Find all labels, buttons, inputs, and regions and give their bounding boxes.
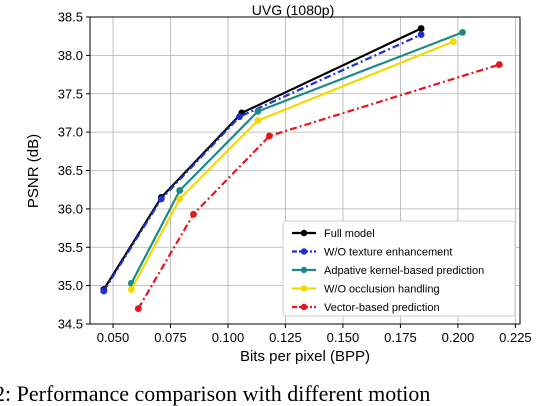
x-tick-label: 0.150 [327,330,360,345]
legend: Full model W/O texture enhancement Adpativ… [282,220,516,317]
figure-caption: 2: Performance comparison with different… [0,381,431,406]
y-tick-label: 35.5 [58,240,83,255]
data-point [157,195,165,203]
legend-swatch-marker [300,229,308,237]
data-point [176,195,184,203]
legend-swatch-marker [300,285,308,292]
data-point [100,287,108,295]
series-2 [127,28,466,287]
x-tick-label: 0.175 [384,330,417,345]
y-tick-label: 37.5 [58,86,83,101]
chart-title: UVG (1080p) [252,2,334,18]
data-point [176,187,184,194]
series-line [102,33,422,292]
data-point [236,113,243,121]
x-tick-label: 0.200 [442,330,475,345]
data-point [417,25,425,32]
x-tick-label: 0.100 [212,330,245,345]
x-axis-title: Bits per pixel (BPP) [240,348,370,365]
series-line [130,31,463,284]
y-tick-label: 36.5 [58,163,83,178]
data-point [449,38,457,45]
y-tick-label: 38.5 [58,10,83,25]
legend-swatch-marker [300,248,308,255]
series-4 [134,61,503,313]
data-point [127,286,135,293]
y-axis-title: PSNR (dB) [25,134,42,208]
x-tick-label: 0.225 [499,330,532,345]
legend-item: Adpative kernel-based prediction [292,265,484,277]
legend-item: Vector-based prediction [292,302,440,314]
x-tick-label: 0.075 [154,330,187,345]
y-tick-label: 37.0 [58,125,83,140]
legend-swatch-marker [300,303,308,311]
x-tick-label: 0.125 [269,330,302,345]
series-3 [127,38,457,293]
legend-label: W/O occlusion handling [324,284,440,296]
data-point [254,117,262,125]
legend-box [282,220,516,317]
y-tick-label: 36.0 [58,201,83,216]
data-point [417,31,425,39]
legend-label: Adpative kernel-based prediction [324,265,484,277]
data-point [265,132,273,140]
y-tick-label: 34.5 [58,317,83,332]
legend-item: Full model [292,228,375,240]
series-group [100,25,503,313]
x-tick-label: 0.050 [97,330,130,345]
legend-item: W/O texture enhancement [292,247,452,259]
y-tick-label: 35.0 [58,278,83,293]
data-point [495,61,503,68]
legend-item: W/O occlusion handling [292,284,440,296]
data-point [459,28,466,36]
data-point [190,210,197,218]
legend-label: W/O texture enhancement [324,247,452,259]
axis-ticks: 0.050 0.075 0.100 0.125 0.150 0.175 0.200 0.225… [58,10,532,346]
data-point [254,108,262,115]
legend-swatch-marker [300,266,308,274]
data-point [134,305,142,313]
legend-label: Full model [324,228,375,240]
series-line [130,40,454,291]
y-tick-label: 38.0 [58,48,83,63]
series-1 [100,31,425,295]
legend-label: Vector-based prediction [324,302,440,314]
